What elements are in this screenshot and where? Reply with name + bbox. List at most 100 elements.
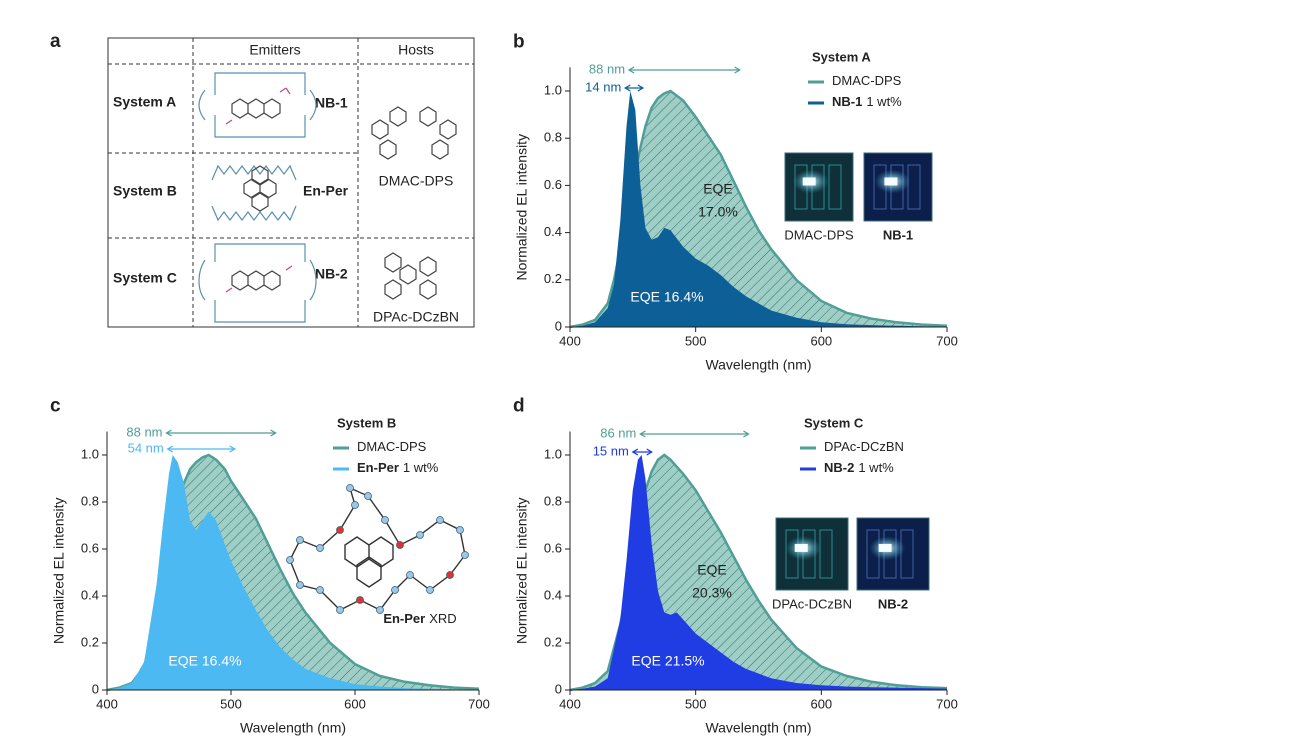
width-label: 14 nm [585,79,621,94]
atom [286,556,294,564]
system-label: System C [113,270,177,286]
legend-title: System C [804,415,864,430]
eqe-label: 17.0% [698,204,738,220]
atom [406,571,414,579]
legend-name: En-Per [357,460,399,475]
eqe-label: EQE [703,181,733,197]
atom [296,536,304,544]
pixel-pad [819,529,833,579]
y-tick-label: 0.2 [81,634,99,649]
x-tick-label: 600 [810,696,832,711]
y-tick-label: 0 [92,681,99,696]
area [107,455,479,690]
y-tick-label: 0.8 [81,493,99,508]
y-tick-label: 0.6 [81,540,99,555]
y-tick-label: 0.4 [544,224,562,239]
legend-title: System B [337,415,396,430]
eqe-label: EQE 16.4% [168,653,241,669]
lit-pixel [884,177,898,186]
arrow-head [624,84,645,92]
panel-label: c [50,396,61,417]
eqe-label: 20.3% [692,585,732,601]
width-label: 86 nm [600,425,636,440]
emitter-label: En-Per [303,183,349,199]
system-label: System A [113,94,176,110]
y-tick-label: 0.4 [544,587,562,602]
pixel-pad [828,164,842,210]
legend-title: System A [812,49,871,64]
y-axis-label: Normalized EL intensity [51,497,67,644]
atom [381,516,389,524]
atom [391,586,399,594]
legend-entry: DMAC-DPS [832,73,902,88]
width-label: 88 nm [589,61,625,76]
atom [456,526,464,534]
width-label: 54 nm [128,440,164,455]
eqe-label: EQE 21.5% [631,653,704,669]
host-label: DPAc-DCzBN [373,309,459,325]
width-label: 15 nm [593,443,629,458]
x-tick-label: 500 [220,696,242,711]
y-tick-label: 0 [555,318,562,333]
atom [436,516,444,524]
system-label: System B [113,183,177,199]
legend-name: NB-1 [832,94,862,109]
inset-caption: NB-1 [883,227,913,242]
atom [351,501,359,509]
structure-caption: En-Per XRD [383,611,456,626]
legend-entry: DPAc-DCzBN [824,439,904,454]
molecule-sketch [198,72,457,323]
table-header: Hosts [398,42,434,58]
x-tick-label: 400 [559,696,581,711]
legend-name: DMAC-DPS [832,73,902,88]
atom [316,544,324,552]
x-tick-label: 700 [468,696,490,711]
crystal-structure [286,484,469,614]
area [570,91,947,327]
y-tick-label: 0.6 [544,540,562,555]
y-axis-label: Normalized EL intensity [514,134,530,281]
atom [336,606,344,614]
legend-note: 1 wt% [403,460,439,475]
host-label: DMAC-DPS [379,173,454,189]
y-tick-label: 1.0 [544,82,562,97]
arrow-head [165,429,277,437]
legend-name: NB-2 [824,460,854,475]
arrow-head [631,448,653,456]
eqe-label: EQE [697,562,727,578]
inset-caption: DMAC-DPS [784,227,854,242]
panel-label: d [513,396,525,417]
atom [446,571,454,579]
x-tick-label: 700 [936,333,958,348]
width-label: 88 nm [126,424,162,439]
y-tick-label: 0.2 [544,634,562,649]
legend-name: DMAC-DPS [357,439,427,454]
emitter-label: NB-1 [315,95,348,111]
panel-label: a [50,31,61,52]
panel-label: b [513,31,525,52]
table-header: Emitters [249,42,300,58]
structure-name: En-Per [383,611,425,626]
x-axis-label: Wavelength (nm) [705,720,811,736]
eqe-label: EQE 16.4% [630,289,703,305]
atom [356,596,364,604]
atom [396,541,404,549]
legend-entry: NB-1 1 wt% [832,94,902,109]
arrow-head [627,66,741,74]
atom [346,484,354,492]
atom [296,581,304,589]
y-tick-label: 1.0 [81,446,99,461]
atom [376,606,384,614]
x-tick-label: 400 [96,696,118,711]
y-tick-label: 0.8 [544,493,562,508]
atom [316,586,324,594]
y-tick-label: 0 [555,681,562,696]
y-tick-label: 1.0 [544,446,562,461]
x-tick-label: 600 [810,333,832,348]
inset-caption: DPAc-DCzBN [772,596,852,611]
x-tick-label: 500 [685,696,707,711]
arrow-head [166,445,236,453]
legend-name: DPAc-DCzBN [824,439,904,454]
bond-core [344,536,394,588]
